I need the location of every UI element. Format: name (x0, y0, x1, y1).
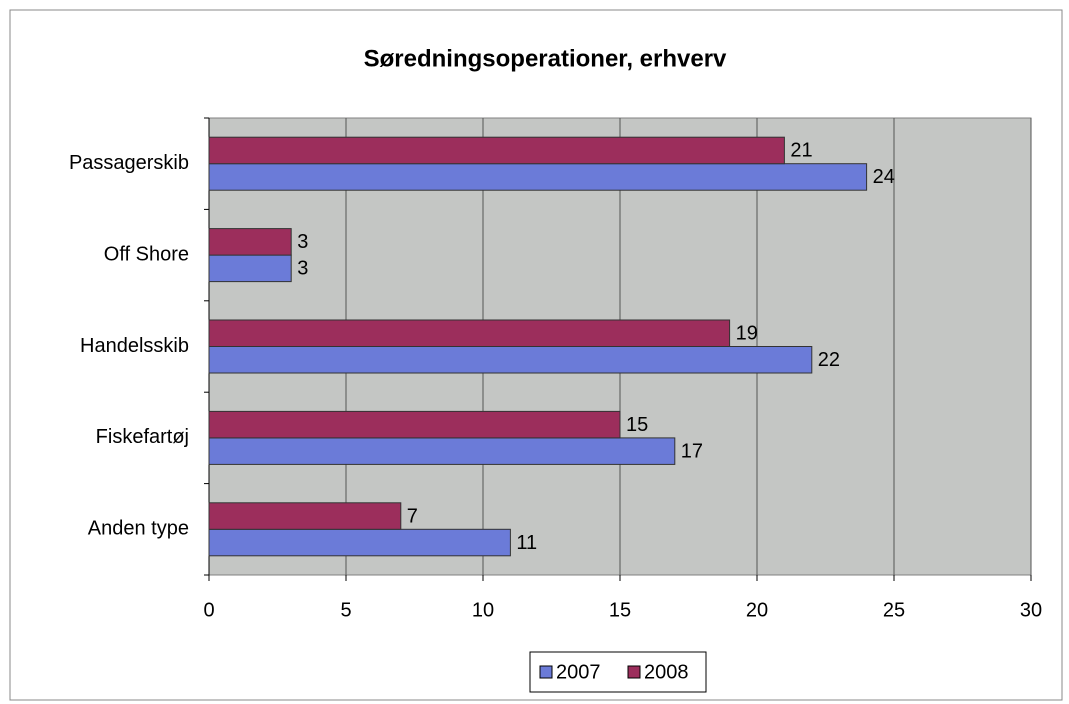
data-label: 7 (407, 505, 418, 527)
y-tick-label: Fiskefartøj (96, 426, 189, 448)
bar (208, 528, 511, 557)
bar (208, 410, 621, 439)
data-label: 24 (873, 166, 895, 188)
bar (208, 254, 292, 283)
legend (529, 651, 707, 693)
bar (208, 163, 868, 191)
legend-swatch (627, 665, 641, 679)
y-tick-label: Handelsskib (80, 335, 189, 357)
bar (208, 319, 731, 347)
bar (208, 502, 402, 530)
x-tick-label: 0 (203, 599, 214, 621)
x-tick-label: 15 (609, 599, 631, 621)
x-tick-label: 30 (1020, 599, 1042, 621)
data-label: 19 (736, 323, 758, 345)
y-tick-label: Off Shore (104, 243, 189, 265)
legend-swatch (539, 665, 553, 679)
data-label: 22 (818, 349, 840, 371)
y-tick-label: Anden type (88, 518, 189, 540)
bar (208, 346, 813, 374)
data-label: 21 (790, 140, 812, 162)
x-tick-label: 25 (883, 599, 905, 621)
legend-label: 2007 (556, 661, 601, 683)
chart-title: Søredningsoperationer, erhverv (364, 45, 727, 72)
x-tick-label: 5 (340, 599, 351, 621)
data-label: 3 (297, 258, 308, 280)
data-label: 15 (626, 414, 648, 436)
x-tick-label: 20 (746, 599, 768, 621)
y-tick-label: Passagerskib (69, 152, 189, 174)
data-label: 3 (297, 231, 308, 253)
bar (208, 136, 785, 165)
data-label: 11 (516, 532, 537, 554)
legend-label: 2008 (644, 661, 689, 683)
bar (208, 437, 676, 465)
bar (208, 228, 292, 256)
data-label: 17 (681, 440, 703, 462)
x-tick-label: 10 (472, 599, 494, 621)
